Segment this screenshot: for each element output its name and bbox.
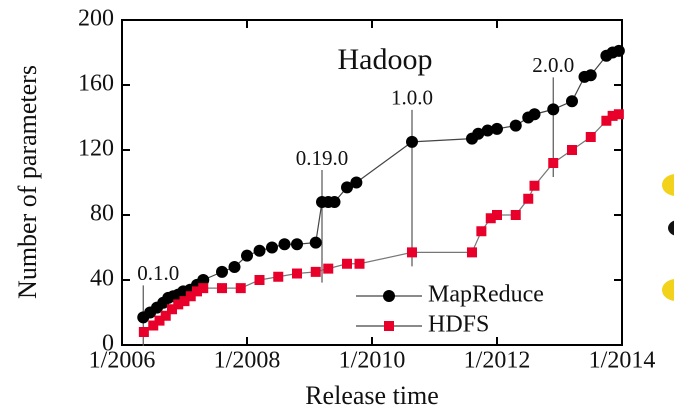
point [341,181,353,194]
point [278,238,291,251]
side-icon [662,174,674,196]
point [185,291,196,302]
point [309,236,322,249]
point [607,110,618,121]
point [198,283,209,294]
point [547,103,560,116]
point [228,261,241,273]
point [601,115,612,126]
y-tick-label: 160 [78,71,114,97]
point [254,275,265,285]
point [472,127,485,140]
point [328,196,341,208]
point [310,266,321,277]
point [613,109,624,120]
point [354,258,365,269]
chart-title: Hadoop [338,43,433,76]
point [548,158,559,168]
point [492,210,502,220]
point [567,145,577,155]
annotation-label: 0.1.0 [137,261,179,285]
x-tick-label: 1/2006 [89,348,156,374]
point [173,299,184,310]
point [406,135,418,148]
point [148,320,159,331]
point [197,274,210,286]
point [528,108,541,121]
point [160,310,171,321]
legend-marker [384,321,394,331]
point [292,268,302,279]
point [291,238,303,251]
point [529,180,540,191]
point [241,249,253,262]
point [407,247,417,258]
x-tick-label: 1/2014 [589,348,656,374]
side-icon [668,220,674,236]
y-tick-label: 0 [102,331,114,357]
point [485,213,496,224]
annotation-label: 1.0.0 [391,86,433,110]
y-tick-label: 40 [90,266,114,292]
point [192,286,202,297]
point [253,244,266,257]
legend-label: MapReduce [428,282,544,308]
point [481,124,494,137]
point [217,283,227,294]
x-tick-label: 1/2010 [339,348,406,374]
point [476,226,487,237]
y-tick-label: 200 [78,6,114,32]
point [273,271,284,282]
y-tick-label: 80 [90,201,114,227]
point [523,193,534,204]
x-axis-label: Release time [305,381,439,410]
point [509,119,522,132]
point [138,327,149,337]
y-axis-label: Number of parameters [13,65,42,299]
annotation-label: 2.0.0 [532,53,574,77]
point [342,258,352,269]
point [585,132,596,142]
point [154,315,165,326]
side-icon [662,279,674,301]
annotation-label: 0.19.0 [296,146,349,170]
point [216,265,228,278]
point [350,176,363,189]
y-tick-label: 120 [78,136,114,162]
legend-marker [383,290,395,302]
x-tick-label: 1/2012 [464,348,531,374]
point [584,69,597,82]
point [566,95,578,108]
plot-frame [121,19,623,346]
point [179,296,190,307]
point [235,283,246,294]
point [266,241,278,254]
point [491,122,503,135]
point [612,44,625,57]
legend-label: HDFS [428,312,489,338]
point [167,304,177,315]
point [510,210,521,220]
point [467,247,477,258]
point [323,263,334,274]
x-tick-label: 1/2008 [214,348,281,374]
